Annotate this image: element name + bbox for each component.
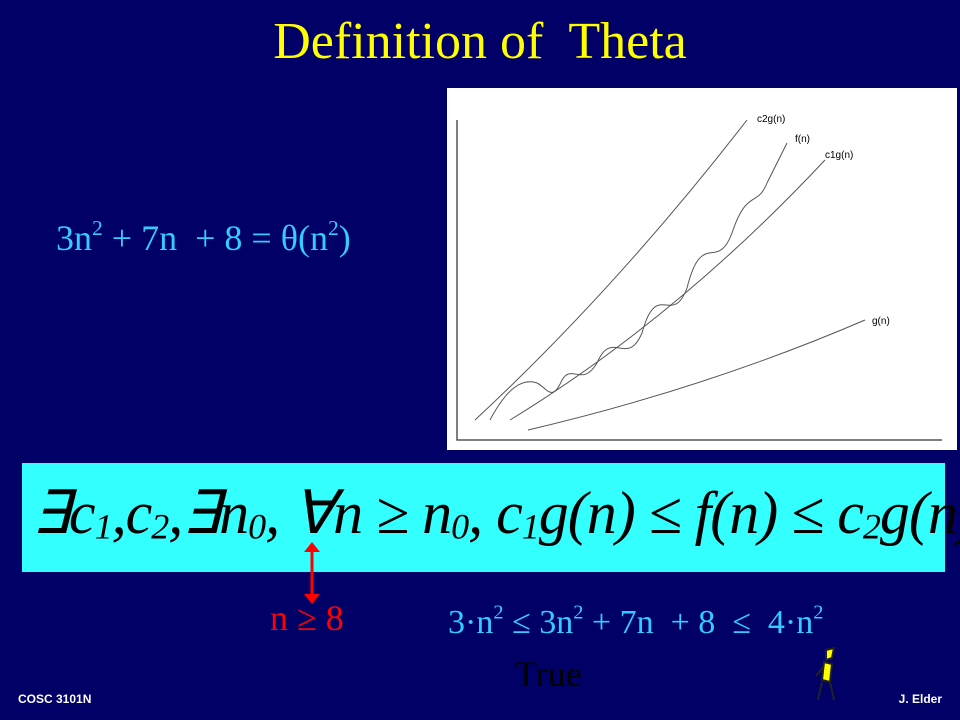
- graph-label: c1g(n): [825, 150, 853, 161]
- def-part: c: [496, 480, 523, 546]
- graph: c2g(n) f(n) c1g(n) g(n): [447, 88, 957, 450]
- def-part: , ∀: [265, 480, 334, 546]
- def-part: ,: [168, 480, 183, 546]
- axes: [456, 120, 942, 441]
- title: Definition of Theta: [273, 13, 687, 70]
- def-sub: 0: [451, 506, 469, 547]
- graph-label: g(n): [872, 316, 890, 327]
- def-part: c: [125, 480, 153, 546]
- def-part: ∃: [32, 480, 70, 546]
- footer-author: J. Elder: [898, 692, 942, 706]
- curve-c1g: [509, 159, 826, 421]
- ineq-sup: 2: [493, 601, 504, 624]
- eq-sup: 2: [327, 215, 339, 240]
- def-sub: 1: [94, 506, 113, 547]
- condition: n ≥ 8: [270, 598, 344, 638]
- curve-c2g: [474, 119, 748, 421]
- def-part: n: [333, 480, 363, 546]
- ineq-part: ≤ 3n: [503, 604, 574, 641]
- verdict: True: [515, 654, 582, 694]
- graph-label: f(n): [795, 134, 810, 145]
- definition-box: [22, 463, 945, 572]
- eq-sup: 2: [92, 215, 103, 240]
- def-part: n: [422, 480, 452, 546]
- graph-bg: [447, 88, 957, 450]
- curve-f: [489, 142, 788, 421]
- arrow: [304, 542, 320, 604]
- def-sub: 2: [862, 506, 881, 547]
- eq-part: 3n: [56, 218, 92, 258]
- def-part: ,: [468, 480, 497, 546]
- curve-g: [527, 319, 866, 431]
- inequality: 3·n2 ≤ 3n2 + 7n + 8 ≤ 4·n2: [448, 601, 824, 642]
- def-part: ,: [111, 480, 127, 546]
- eq-part: ): [338, 218, 351, 258]
- definition: ∃c1,c2,∃n0, ∀n ≥ n0, c1g(n) ≤ f(n) ≤ c2g…: [32, 478, 960, 548]
- def-part: c: [68, 480, 96, 546]
- ineq-sup: 2: [813, 601, 824, 624]
- def-sub: 1: [521, 506, 540, 547]
- ineq-sup: 2: [573, 601, 584, 624]
- def-part: n: [219, 480, 249, 546]
- graph-label: c2g(n): [757, 114, 785, 125]
- figure-icon: [815, 646, 836, 701]
- def-part: ∃: [182, 480, 220, 546]
- footer-course: COSC 3101N: [18, 692, 92, 706]
- def-sub: 0: [248, 506, 266, 547]
- def-part: ≥: [362, 480, 423, 546]
- equation: 3n2 + 7n + 8 = θ(n2): [56, 217, 351, 259]
- def-part: g(n) ≤ f(n) ≤: [538, 480, 838, 546]
- def-part: g(n): [879, 480, 960, 546]
- ineq-part: + 7n + 8 ≤ 4·n: [583, 604, 814, 641]
- eq-part: + 7n + 8 = θ(n: [102, 218, 328, 258]
- ineq-part: 3·n: [448, 604, 494, 641]
- def-sub: 2: [151, 506, 169, 547]
- def-part: c: [837, 480, 864, 546]
